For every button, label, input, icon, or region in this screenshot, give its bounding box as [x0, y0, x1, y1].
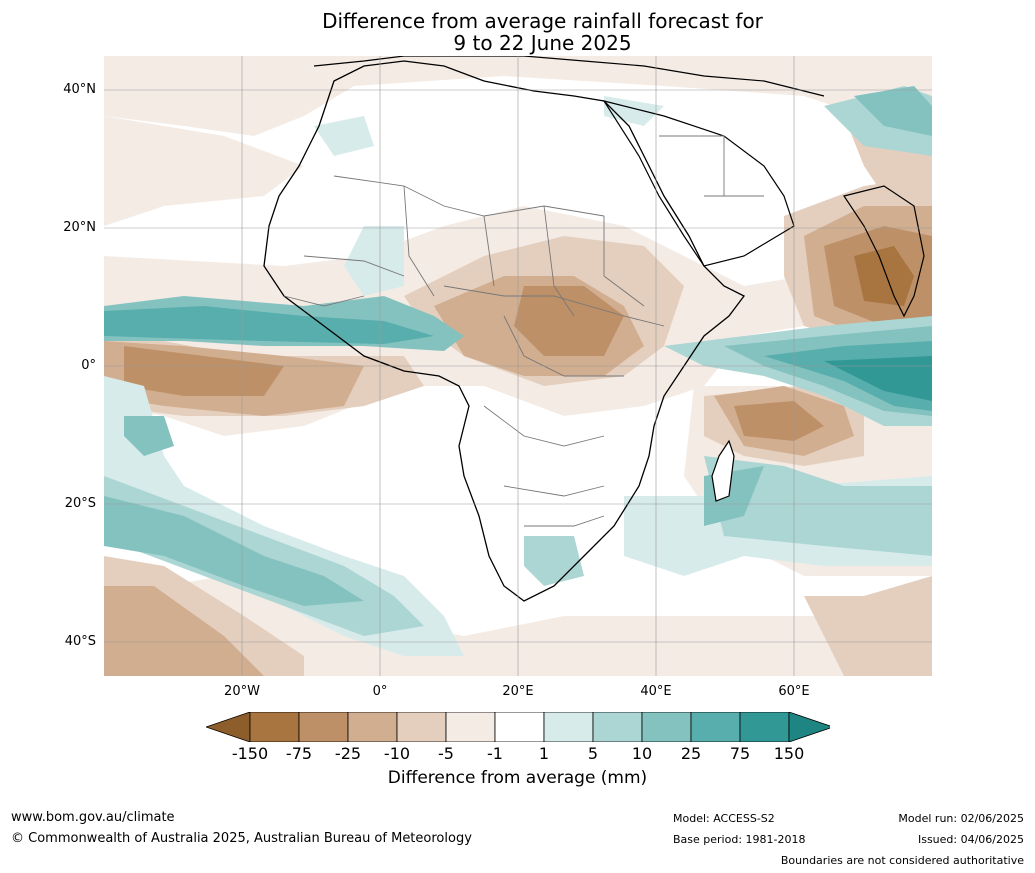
title-line-1: Difference from average rainfall forecas… [322, 9, 763, 33]
colorbar-tick-label: 25 [680, 744, 702, 763]
anomaly-fill-layer [104, 56, 932, 676]
africa-landmass [263, 56, 925, 602]
colorbar-segment [249, 712, 300, 742]
colorbar-segment [543, 712, 594, 742]
footer-model: Model: ACCESS-S2 [673, 812, 775, 825]
colorbar-tick-label: -150 [231, 744, 269, 763]
colorbar-segment [739, 712, 790, 742]
footer-disclaimer: Boundaries are not considered authoritat… [780, 854, 1024, 867]
colorbar-segment [445, 712, 496, 742]
map-title: Difference from average rainfall forecas… [0, 10, 1035, 54]
lon-label-20w: 20°W [224, 684, 260, 699]
colorbar-segment [347, 712, 398, 742]
footer-copyright: © Commonwealth of Australia 2025, Austra… [11, 831, 472, 846]
colorbar-segment [690, 712, 741, 742]
footer-model-run: Model run: 02/06/2025 [898, 812, 1024, 825]
colorbar-extend-low [206, 712, 251, 742]
lon-label-40e: 40°E [640, 684, 672, 699]
colorbar-tick-label: 150 [773, 744, 805, 763]
colorbar-tick-label: 1 [538, 744, 550, 763]
colorbar-segment [494, 712, 545, 742]
colorbar-tick-label: 10 [631, 744, 653, 763]
colorbar-segments [206, 712, 830, 742]
lon-label-0: 0° [372, 684, 388, 699]
colorbar-tick-label: 5 [587, 744, 599, 763]
map-canvas [104, 56, 932, 676]
colorbar-segment [592, 712, 643, 742]
lat-label-20n: 20°N [63, 220, 96, 235]
colorbar-segment [641, 712, 692, 742]
footer-url[interactable]: www.bom.gov.au/climate [11, 810, 175, 825]
colorbar-tick-label: -5 [438, 744, 454, 763]
colorbar-tick-label: -75 [285, 744, 313, 763]
lon-label-60e: 60°E [778, 684, 810, 699]
colorbar-title: Difference from average (mm) [387, 768, 648, 788]
colorbar-tick-label: -25 [334, 744, 362, 763]
lat-label-40s: 40°S [64, 634, 96, 649]
colorbar-segment [396, 712, 447, 742]
footer-issued: Issued: 04/06/2025 [917, 833, 1024, 846]
lat-label-0: 0° [81, 358, 96, 373]
graticule [104, 56, 932, 676]
colorbar [206, 712, 830, 742]
colorbar-extend-high [788, 712, 830, 742]
rainfall-anomaly-map [104, 56, 932, 676]
lat-label-20s: 20°S [64, 496, 96, 511]
lon-label-20e: 20°E [502, 684, 534, 699]
lat-label-40n: 40°N [63, 82, 96, 97]
colorbar-tick-label: -1 [487, 744, 503, 763]
colorbar-tick-label: -10 [383, 744, 411, 763]
footer-base-period: Base period: 1981-2018 [673, 833, 806, 846]
colorbar-segment [298, 712, 349, 742]
title-line-2: 9 to 22 June 2025 [453, 31, 632, 55]
colorbar-tick-label: 75 [729, 744, 751, 763]
